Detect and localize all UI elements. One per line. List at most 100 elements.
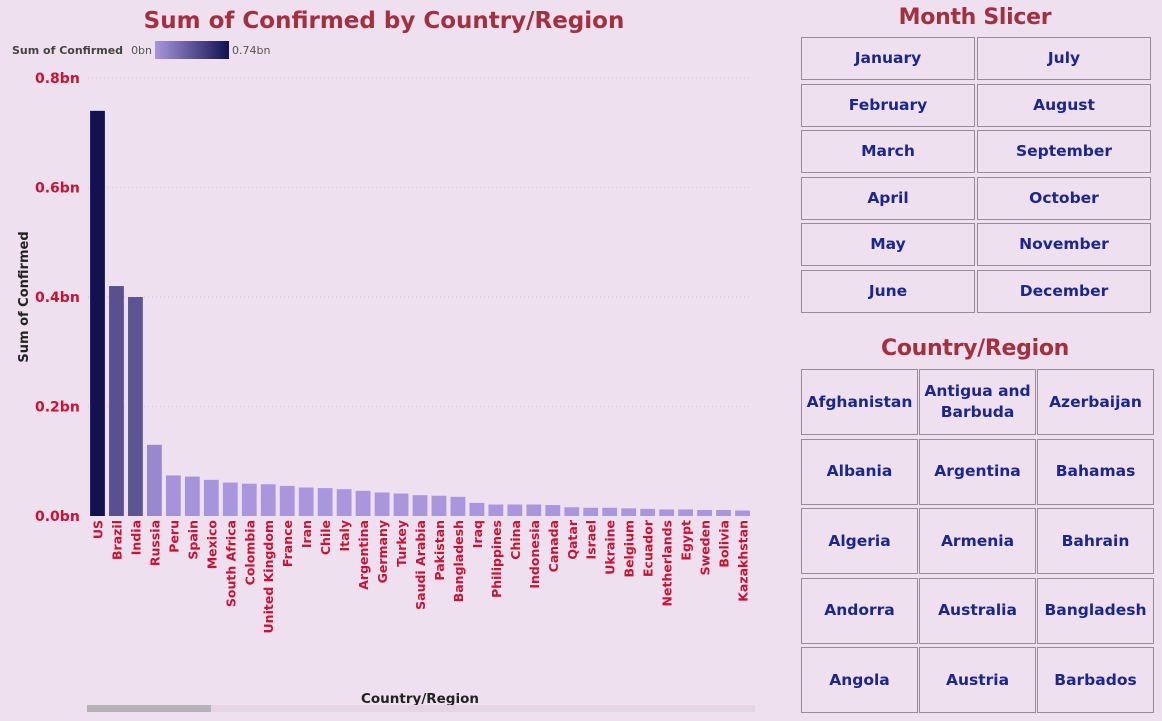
legend-title: Sum of Confirmed [12,43,124,57]
country-button-algeria[interactable]: Algeria [801,508,918,574]
country-button-albania[interactable]: Albania [801,438,918,505]
x-tick-label: Qatar [565,519,580,559]
bar [507,504,523,516]
country-button-argentina[interactable]: Argentina [919,438,1036,505]
month-button-january[interactable]: January [801,37,975,80]
horizontal-scrollbar-track[interactable] [87,705,755,712]
bar [374,492,390,516]
x-tick-label: South Africa [223,520,238,607]
y-tick-label: 0.2bn [35,400,80,416]
bar [203,479,219,516]
bar [412,495,428,516]
month-button-november[interactable]: November [977,223,1151,266]
x-tick-label: Iraq [470,520,485,548]
x-tick-label: Colombia [242,520,257,585]
bar [279,485,295,516]
month-button-june[interactable]: June [801,269,975,313]
country-button-afghanistan[interactable]: Afghanistan [801,369,918,435]
x-tick-label: Belgium [622,520,637,577]
color-legend: Sum of Confirmed 0bn 0.74bn [12,41,270,59]
country-button-bangladesh[interactable]: Bangladesh [1037,577,1154,644]
legend-gradient [155,41,230,59]
x-tick-label: India [128,520,143,555]
month-button-march[interactable]: March [801,130,975,173]
bar [488,504,504,516]
bar [241,483,257,516]
x-tick-label: Saudi Arabia [413,520,428,610]
month-slicer-title: Month Slicer [898,5,1052,30]
y-tick-label: 0.8bn [35,71,80,87]
month-button-august[interactable]: August [977,83,1151,127]
x-tick-label: Spain [185,520,200,560]
bar-chart-visual: Sum of Confirmed by Country/Region 0.0bn 0… [12,8,755,712]
country-button-australia[interactable]: Australia [919,577,1036,644]
x-tick-label: Argentina [356,520,371,590]
bar [659,509,675,516]
bar [469,502,485,516]
country-button-angola[interactable]: Angola [801,647,918,713]
x-tick-label: Bolivia [717,520,732,568]
month-button-october[interactable]: October [977,176,1151,220]
bar [621,508,637,516]
x-tick-label: Egypt [679,520,694,561]
month-button-september[interactable]: September [977,130,1151,173]
y-tick-label: 0.6bn [35,181,80,197]
x-tick-label: Chile [318,520,333,555]
x-tick-label: Israel [584,520,599,559]
x-tick-label: Philippines [489,520,504,598]
x-tick-label: Indonesia [527,520,542,589]
x-tick-label: Turkey [394,520,409,567]
month-button-december[interactable]: December [977,269,1151,313]
x-tick-label: Mexico [204,520,219,570]
bar [90,110,105,516]
bar [128,297,143,516]
country-button-armenia[interactable]: Armenia [919,508,1036,574]
bar [109,286,124,516]
bar [184,476,200,516]
x-tick-label: Iran [299,520,314,548]
country-button-azerbaijan[interactable]: Azerbaijan [1037,369,1154,435]
y-axis-label: Sum of Confirmed [17,231,32,362]
x-axis-label: Country/Region [361,691,479,707]
x-tick-label: Bangladesh [451,520,466,602]
x-tick-label: Russia [147,520,162,566]
bar [222,482,238,516]
bar [355,490,371,516]
bar [564,507,580,516]
country-button-andorra[interactable]: Andorra [801,577,918,644]
country-button-austria[interactable]: Austria [919,647,1036,713]
bar [336,489,352,516]
country-slicer-title: Country/Region [880,336,1070,361]
x-tick-label: Pakistan [432,520,447,581]
bar [260,484,276,516]
x-tick-label: Brazil [109,520,124,560]
bar [450,496,466,516]
horizontal-scrollbar-thumb[interactable] [87,705,211,712]
x-tick-label: Peru [166,520,181,553]
bar [298,487,314,516]
bar [393,493,409,516]
month-button-april[interactable]: April [801,176,975,220]
x-tick-label: United Kingdom [261,520,276,633]
month-button-july[interactable]: July [977,37,1151,80]
bar [147,444,162,516]
country-button-bahamas[interactable]: Bahamas [1037,438,1154,505]
bar [640,508,656,516]
x-tick-label: Ukraine [603,520,618,575]
legend-min-label: 0bn [131,43,153,57]
legend-max-label: 0.74bn [232,43,271,57]
month-button-may[interactable]: May [801,223,975,266]
x-tick-label: US [90,520,105,539]
month-button-february[interactable]: February [801,83,975,127]
bar [583,507,599,516]
country-button-antigua-and-barbuda[interactable]: Antigua and Barbuda [919,369,1036,435]
country-button-barbados[interactable]: Barbados [1037,647,1154,713]
x-tick-label: Canada [546,520,561,572]
x-tick-label: France [280,520,295,567]
x-tick-label: China [508,520,523,560]
bar [545,505,561,516]
x-tick-label: Kazakhstan [736,520,751,602]
x-tick-label: Netherlands [660,520,675,606]
y-tick-label: 0.0bn [35,509,80,525]
country-button-bahrain[interactable]: Bahrain [1037,508,1154,574]
